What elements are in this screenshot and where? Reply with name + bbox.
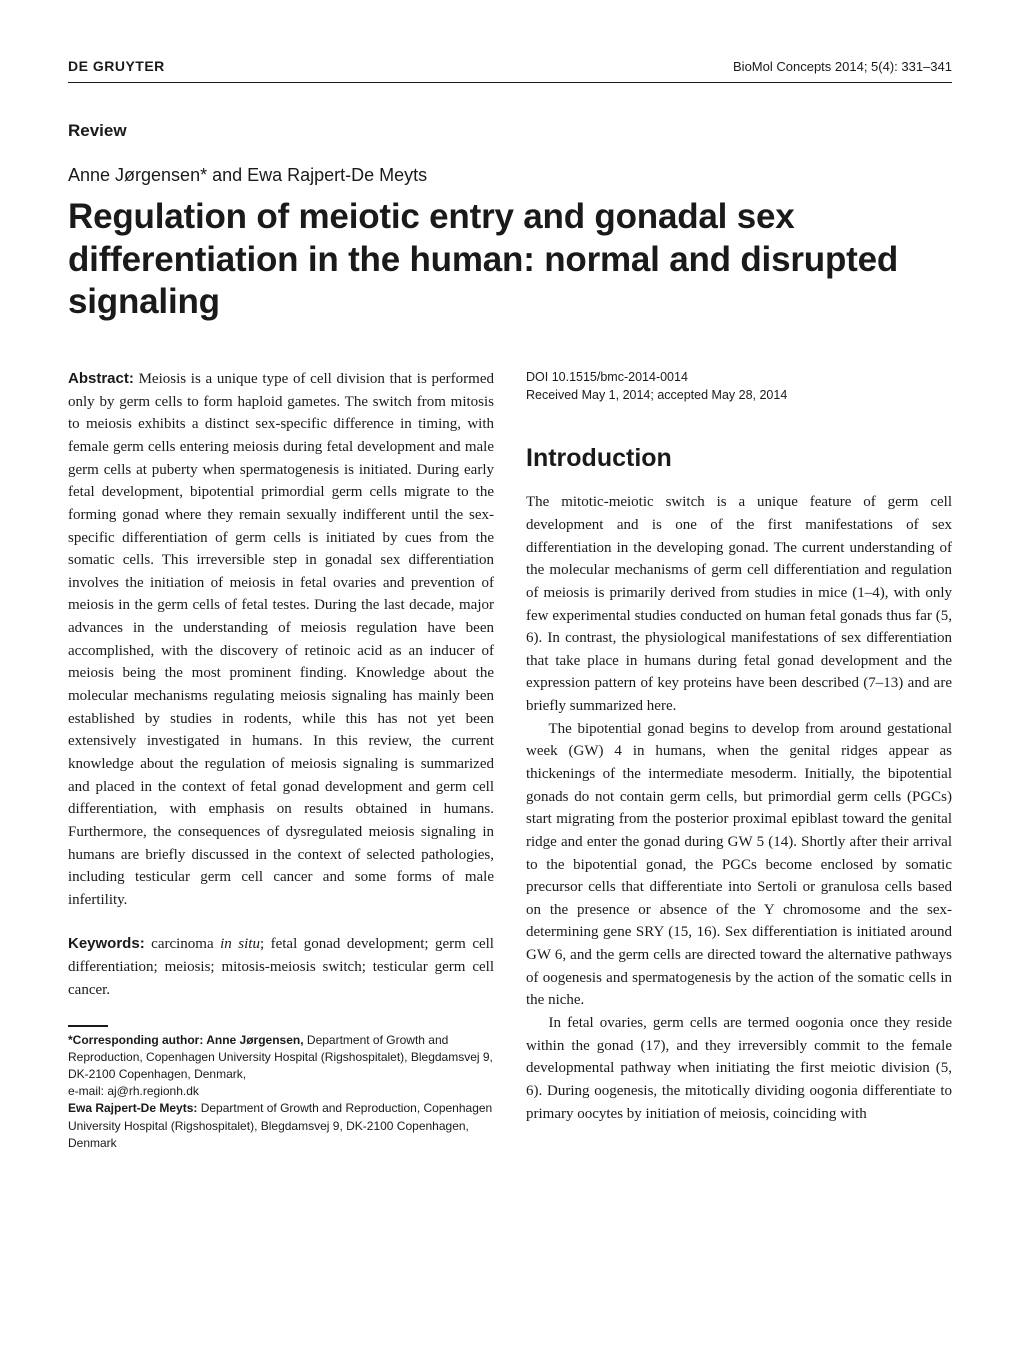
- corresponding-author-2: Ewa Rajpert-De Meyts: Department of Grow…: [68, 1100, 494, 1151]
- publisher-name: DE GRUYTER: [68, 58, 165, 74]
- right-column: DOI 10.1515/bmc-2014-0014 Received May 1…: [526, 368, 952, 1152]
- article-type-label: Review: [68, 121, 952, 141]
- corresponding-author-1: *Corresponding author: Anne Jørgensen, D…: [68, 1032, 494, 1083]
- doi-line: DOI 10.1515/bmc-2014-0014: [526, 368, 952, 386]
- abstract-block: Abstract: Meiosis is a unique type of ce…: [68, 368, 494, 911]
- received-accepted-line: Received May 1, 2014; accepted May 28, 2…: [526, 386, 952, 404]
- header-rule: [68, 82, 952, 83]
- corr-email-line: e-mail: aj@rh.regionh.dk: [68, 1083, 494, 1100]
- keywords-italic: in situ: [220, 936, 260, 952]
- abstract-text: Meiosis is a unique type of cell divisio…: [68, 371, 494, 908]
- keywords-pre: carcinoma: [145, 936, 220, 952]
- article-title: Regulation of meiotic entry and gonadal …: [68, 196, 952, 324]
- running-header: DE GRUYTER BioMol Concepts 2014; 5(4): 3…: [68, 58, 952, 74]
- corr-author-2-label: Ewa Rajpert-De Meyts:: [68, 1101, 201, 1115]
- intro-paragraph-3: In fetal ovaries, germ cells are termed …: [526, 1012, 952, 1125]
- doi-block: DOI 10.1515/bmc-2014-0014 Received May 1…: [526, 368, 952, 404]
- intro-paragraph-1: The mitotic-meiotic switch is a unique f…: [526, 491, 952, 717]
- keywords-block: Keywords: carcinoma in situ; fetal gonad…: [68, 933, 494, 1001]
- corr-author-1-label: *Corresponding author: Anne Jørgensen,: [68, 1033, 307, 1047]
- intro-paragraph-2: The bipotential gonad begins to develop …: [526, 718, 952, 1012]
- correspondence-block: *Corresponding author: Anne Jørgensen, D…: [68, 1032, 494, 1151]
- abstract-label: Abstract:: [68, 370, 134, 387]
- correspondence-rule: [68, 1025, 108, 1027]
- section-heading-introduction: Introduction: [526, 444, 952, 473]
- left-column: Abstract: Meiosis is a unique type of ce…: [68, 368, 494, 1152]
- two-column-layout: Abstract: Meiosis is a unique type of ce…: [68, 368, 952, 1152]
- keywords-label: Keywords:: [68, 935, 145, 952]
- author-list: Anne Jørgensen* and Ewa Rajpert-De Meyts: [68, 165, 952, 186]
- journal-citation: BioMol Concepts 2014; 5(4): 331–341: [733, 59, 952, 74]
